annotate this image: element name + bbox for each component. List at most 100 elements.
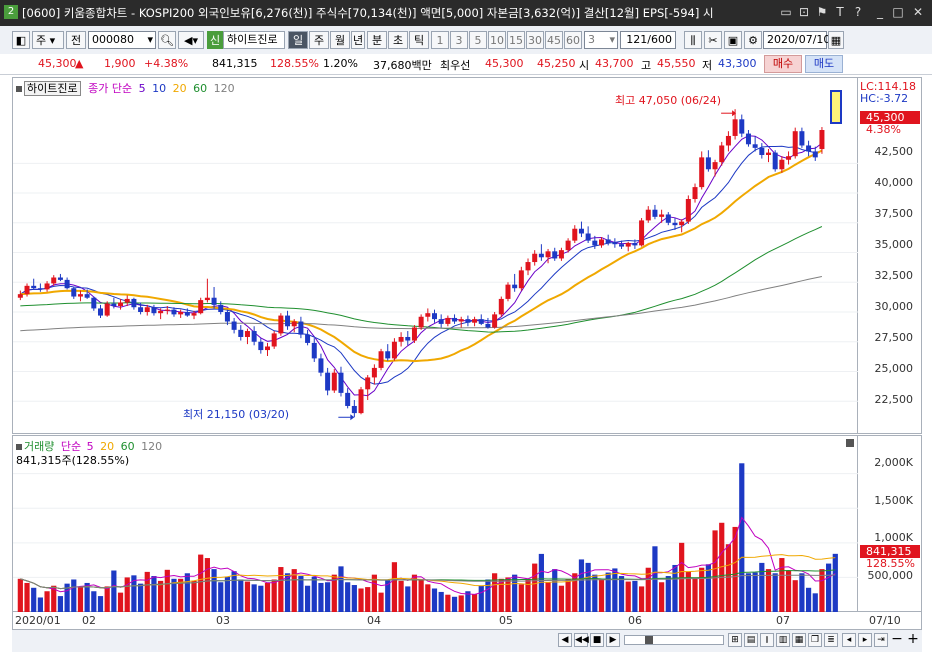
pin-icon[interactable]: ⚑ <box>816 5 828 19</box>
minimize-icon[interactable]: _ <box>877 5 883 19</box>
buy-button[interactable]: 매수 <box>764 55 802 73</box>
sell-button[interactable]: 매도 <box>805 55 843 73</box>
interval-1-button[interactable]: 1 <box>431 31 449 49</box>
scroll-left-icon[interactable]: ◂ <box>842 633 856 647</box>
interval-60-button[interactable]: 60 <box>564 31 582 49</box>
new-listing-badge: 신 <box>207 31 223 49</box>
candle-body <box>144 307 150 312</box>
maximize-icon[interactable]: □ <box>892 5 904 19</box>
restore-icon[interactable]: ▭ <box>780 5 792 19</box>
volume-scale[interactable]: 2,000K 1,500K 1,000K 841,315 128.55% 500… <box>858 435 922 612</box>
volume-bar <box>719 522 725 612</box>
scroll-next-icon[interactable]: ▶ <box>606 633 620 647</box>
candle-body <box>57 277 63 280</box>
copy-icon[interactable]: ❐ <box>808 633 822 647</box>
period-unit-select[interactable]: 주 ▾ <box>32 31 64 49</box>
candle-body <box>37 288 43 290</box>
legend-vma20: 20 <box>100 440 115 453</box>
layout-icon[interactable]: ◧ <box>12 31 30 49</box>
volume-bar <box>538 553 544 612</box>
volume-bar <box>532 563 538 612</box>
candle-body <box>31 285 37 289</box>
scroll-thumb[interactable] <box>645 636 653 644</box>
legend-volume-name: 거래량 <box>24 440 55 453</box>
help-icon[interactable]: ? <box>854 5 862 19</box>
zoom-fit-icon[interactable]: ⊞ <box>728 633 742 647</box>
chart-type-icon[interactable]: ▤ <box>744 633 758 647</box>
list-icon[interactable]: ≣ <box>824 633 838 647</box>
search-icon[interactable]: 🔍︎ <box>158 31 176 49</box>
volume-bar <box>485 579 491 612</box>
zoom-out-icon[interactable]: − <box>891 631 903 647</box>
link-icon[interactable]: ⊡ <box>798 5 810 19</box>
volume-bar <box>545 582 551 612</box>
settings-icon[interactable]: ⚙ <box>744 31 762 49</box>
current-candle-marker <box>830 90 842 124</box>
price-chart-pane[interactable]: 하이트진로 종가 단순 5 10 20 60 120 최고 47,050 (06… <box>12 77 859 434</box>
save-icon[interactable]: ▣ <box>724 31 742 49</box>
period-tick-button[interactable]: 틱 <box>409 31 429 49</box>
candle-body <box>518 270 524 289</box>
scroll-right-icon[interactable]: ▸ <box>858 633 872 647</box>
interval-5-button[interactable]: 5 <box>469 31 487 49</box>
period-year-button[interactable]: 년 <box>351 31 365 49</box>
scroll-prev-icon[interactable]: ◀◀ <box>574 633 589 647</box>
mode-button[interactable]: 전 <box>66 31 86 49</box>
candle-body <box>138 307 144 312</box>
data-count-input[interactable]: 121/600 <box>620 31 676 49</box>
candle-body <box>819 130 825 150</box>
period-second-button[interactable]: 초 <box>388 31 408 49</box>
candle-body <box>705 157 711 170</box>
volume-bar <box>151 576 157 612</box>
bar-chart-icon[interactable]: ▥ <box>776 633 790 647</box>
price-scale[interactable]: LC:114.18 HC:-3.72 45,300 4.38% 42,500 4… <box>858 77 922 434</box>
legend-stock-name[interactable]: 하이트진로 <box>24 81 81 96</box>
candle-type-icon[interactable]: ⫾ <box>760 633 774 647</box>
stop-icon[interactable]: ■ <box>590 633 604 647</box>
date-input[interactable]: 2020/07/10 <box>763 31 830 49</box>
zoom-in-icon[interactable]: + <box>907 631 919 647</box>
interval-input[interactable]: 3 ▾ <box>584 31 618 49</box>
period-month-button[interactable]: 월 <box>330 31 350 49</box>
calendar-icon[interactable]: ▦ <box>828 31 844 49</box>
volume-bar <box>618 576 625 612</box>
grid-icon[interactable]: ▦ <box>792 633 806 647</box>
period-week-button[interactable]: 주 <box>309 31 329 49</box>
date-label: 05 <box>499 614 513 627</box>
date-axis: 2020/01 02 03 04 05 06 07 07/10 <box>12 612 922 630</box>
volume-bar <box>111 570 117 612</box>
candle-body <box>585 233 591 241</box>
volume-chart-pane[interactable]: 거래량 단순 5 20 60 120 841,315주(128.55%) <box>12 435 859 612</box>
volume-bar <box>371 574 377 612</box>
candle-body <box>218 304 224 312</box>
volume-tick: 2,000K <box>874 456 913 469</box>
font-icon[interactable]: T <box>836 5 844 19</box>
interval-15-button[interactable]: 15 <box>507 31 525 49</box>
close-icon[interactable]: ✕ <box>912 5 924 19</box>
volume-bar <box>598 578 605 612</box>
price-tick: 37,500 <box>874 207 914 220</box>
period-minute-button[interactable]: 분 <box>367 31 387 49</box>
fold-icon[interactable]: ⇥ <box>874 633 888 647</box>
sound-icon[interactable]: ◀▾ <box>178 31 204 49</box>
interval-3-button[interactable]: 3 <box>450 31 468 49</box>
candle-style-icon[interactable]: ⫼ <box>684 31 702 49</box>
candle-body <box>271 333 277 347</box>
stock-code-input[interactable]: 000080 ▾ <box>88 31 156 49</box>
interval-45-button[interactable]: 45 <box>545 31 563 49</box>
price-tick: 27,500 <box>874 331 914 344</box>
period-day-button[interactable]: 일 <box>288 31 308 49</box>
interval-10-button[interactable]: 10 <box>488 31 506 49</box>
candle-body <box>759 147 765 155</box>
interval-30-button[interactable]: 30 <box>526 31 544 49</box>
interval-value: 3 <box>588 33 595 46</box>
scroll-first-icon[interactable]: ◀ <box>558 633 572 647</box>
volume-bar <box>198 554 204 612</box>
pane-menu-icon[interactable] <box>846 439 854 447</box>
scroll-track[interactable] <box>624 635 724 645</box>
scissors-icon[interactable]: ✂ <box>704 31 722 49</box>
volume-bar <box>391 562 398 612</box>
candle-body <box>685 199 691 222</box>
candle-body <box>498 298 504 315</box>
volume-bar <box>418 579 424 612</box>
